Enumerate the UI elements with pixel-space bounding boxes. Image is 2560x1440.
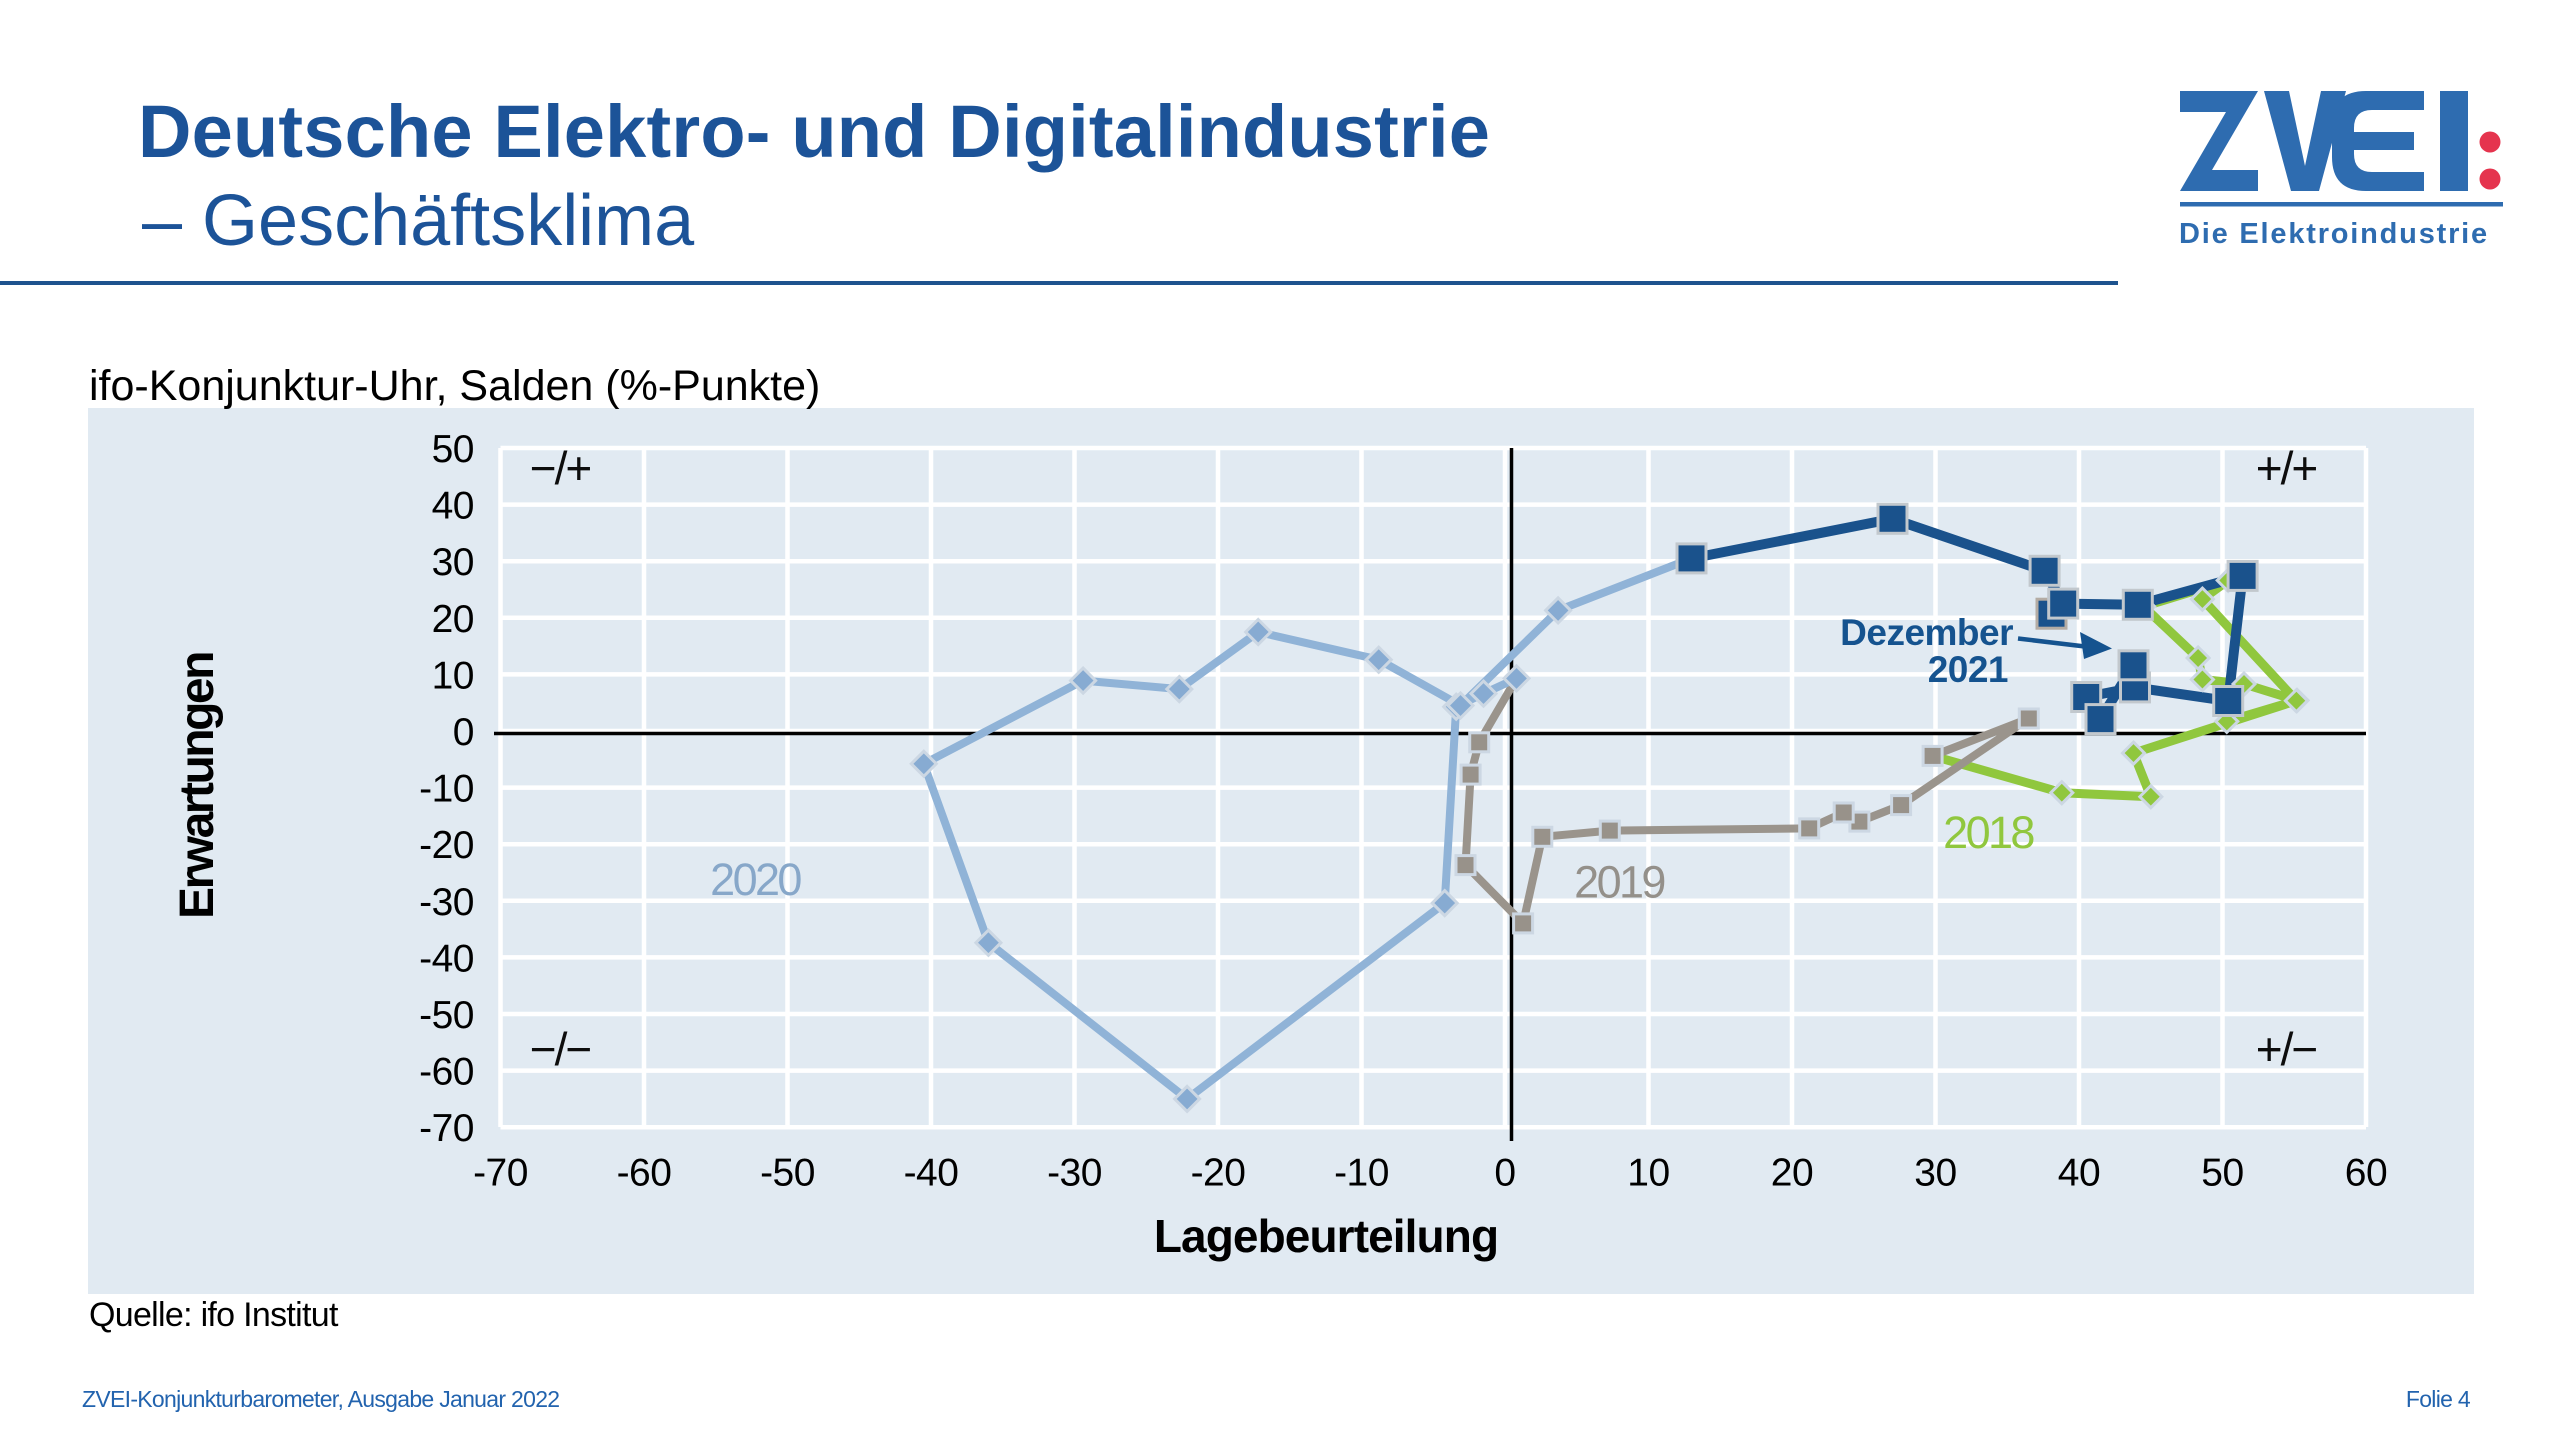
svg-text:-20: -20 <box>1191 1152 1246 1195</box>
svg-text:30: 30 <box>432 541 474 584</box>
svg-text:10: 10 <box>432 654 474 697</box>
svg-text:-60: -60 <box>617 1152 672 1195</box>
svg-text:20: 20 <box>1771 1152 1813 1195</box>
svg-text:-10: -10 <box>419 768 474 811</box>
svg-text:-20: -20 <box>419 824 474 867</box>
svg-text:-50: -50 <box>760 1152 815 1195</box>
svg-text:+/+: +/+ <box>2256 442 2317 494</box>
svg-text:-70: -70 <box>473 1152 528 1195</box>
svg-text:-70: -70 <box>419 1107 474 1150</box>
svg-text:-30: -30 <box>419 881 474 924</box>
svg-text:40: 40 <box>432 485 474 528</box>
svg-text:40: 40 <box>2058 1152 2100 1195</box>
svg-text:−/−: −/− <box>530 1023 591 1075</box>
svg-text:Die Elektroindustrie: Die Elektroindustrie <box>2179 218 2489 250</box>
svg-text:-50: -50 <box>419 994 474 1037</box>
svg-text:-30: -30 <box>1047 1152 1102 1195</box>
svg-text:2019: 2019 <box>1574 857 1664 908</box>
svg-text:2021: 2021 <box>1928 649 2008 690</box>
svg-text:−/+: −/+ <box>530 442 591 494</box>
svg-text:50: 50 <box>2201 1152 2243 1195</box>
svg-text:2018: 2018 <box>1943 807 2034 858</box>
svg-text:-10: -10 <box>1334 1152 1389 1195</box>
svg-text:60: 60 <box>2345 1152 2387 1195</box>
svg-text:50: 50 <box>432 428 474 471</box>
svg-text:Lagebeurteilung: Lagebeurteilung <box>1154 1210 1498 1262</box>
svg-text:10: 10 <box>1627 1152 1669 1195</box>
svg-text:2020: 2020 <box>710 854 801 905</box>
svg-text:-40: -40 <box>904 1152 959 1195</box>
svg-text:-40: -40 <box>419 937 474 980</box>
svg-text:-60: -60 <box>419 1051 474 1094</box>
svg-text:Erwartungen: Erwartungen <box>171 653 224 919</box>
svg-text:+/−: +/− <box>2256 1023 2317 1075</box>
svg-text:20: 20 <box>432 598 474 641</box>
svg-text:0: 0 <box>453 711 474 754</box>
svg-text:0: 0 <box>1494 1152 1515 1195</box>
svg-text:Dezember: Dezember <box>1840 612 2013 653</box>
svg-text:30: 30 <box>1914 1152 1956 1195</box>
